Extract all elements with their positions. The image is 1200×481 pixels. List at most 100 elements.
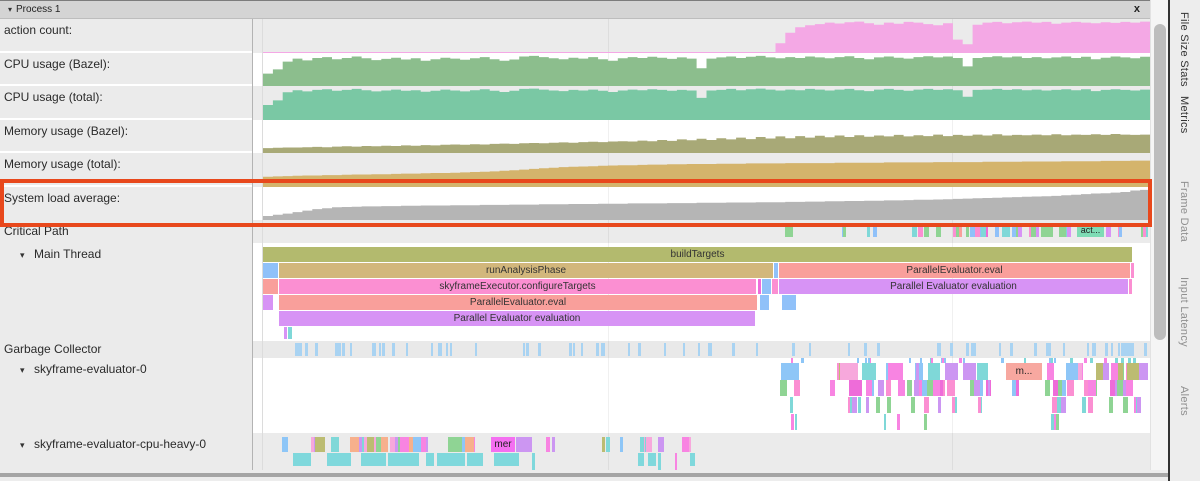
- gc-slice[interactable]: [431, 343, 433, 356]
- cpu-heavy-slice[interactable]: [327, 453, 340, 466]
- gc-slice[interactable]: [1034, 343, 1037, 356]
- gc-slice[interactable]: [937, 343, 940, 356]
- evaluator0-slice[interactable]: [1111, 363, 1120, 380]
- evaluator0-slice[interactable]: [907, 380, 912, 396]
- evaluator0-slice[interactable]: [947, 380, 955, 396]
- evaluator0-slice[interactable]: [849, 397, 852, 413]
- evaluator0-slice[interactable]: [1058, 380, 1065, 396]
- gc-slice[interactable]: [446, 343, 448, 356]
- gc-slice[interactable]: [372, 343, 374, 356]
- critical-path-slice[interactable]: [936, 224, 941, 237]
- gc-slice[interactable]: [971, 343, 974, 356]
- trace-slice[interactable]: [774, 263, 778, 278]
- cpu-heavy-slice[interactable]: [361, 453, 373, 466]
- trace-slice[interactable]: ParallelEvaluator.eval: [279, 295, 757, 310]
- cpu-heavy-slice[interactable]: [690, 453, 695, 466]
- critical-path-slice[interactable]: [1002, 224, 1010, 237]
- evaluator0-top-slice[interactable]: [865, 358, 867, 363]
- critical-path-slice[interactable]: [1119, 224, 1122, 237]
- gc-slice[interactable]: [439, 343, 442, 356]
- critical-path-slice[interactable]: [1145, 224, 1148, 237]
- evaluator0-slice[interactable]: [1051, 414, 1054, 430]
- evaluator0-slice[interactable]: [1016, 380, 1019, 396]
- evaluator0-slice[interactable]: [791, 414, 794, 430]
- cpu-heavy-slice[interactable]: [395, 437, 398, 452]
- cpu-heavy-slice[interactable]: [448, 437, 456, 452]
- gc-slice[interactable]: [809, 343, 811, 356]
- critical-path-slice[interactable]: [1059, 224, 1066, 237]
- critical-path-slice[interactable]: [843, 224, 846, 237]
- evaluator0-slice[interactable]: [955, 397, 957, 413]
- close-icon[interactable]: x: [1133, 3, 1140, 15]
- evaluator0-top-slice[interactable]: [931, 358, 933, 363]
- evaluator0-slice[interactable]: [1012, 380, 1018, 396]
- critical-path-slice[interactable]: [1045, 224, 1051, 237]
- cpu-heavy-slice[interactable]: [602, 437, 605, 452]
- gc-slice[interactable]: [664, 343, 666, 356]
- cpu-heavy-slice[interactable]: [495, 453, 505, 466]
- gc-slice[interactable]: [708, 343, 710, 356]
- gc-slice[interactable]: [350, 343, 352, 356]
- trace-slice[interactable]: skyframeExecutor.configureTargets: [279, 279, 756, 294]
- gc-slice[interactable]: [1094, 343, 1096, 356]
- evaluator0-slice[interactable]: [1061, 397, 1066, 413]
- evaluator0-top-slice[interactable]: [1084, 358, 1087, 363]
- counter-chart-1[interactable]: [263, 53, 1150, 86]
- trace-slice[interactable]: [658, 453, 661, 470]
- chip-m[interactable]: m...: [1006, 363, 1042, 380]
- evaluator0-slice[interactable]: [1066, 363, 1080, 380]
- track-label-skyframe-evaluator-cpu-heavy-0[interactable]: ▾ skyframe-evaluator-cpu-heavy-0: [20, 437, 207, 451]
- cpu-heavy-slice[interactable]: [359, 437, 364, 452]
- evaluator0-slice[interactable]: [887, 397, 891, 413]
- cpu-heavy-slice[interactable]: [417, 437, 426, 452]
- gc-slice[interactable]: [1144, 343, 1147, 356]
- trace-slice[interactable]: ParallelEvaluator.eval: [779, 263, 1130, 278]
- cpu-heavy-slice[interactable]: [620, 437, 623, 452]
- evaluator0-slice[interactable]: [1045, 380, 1050, 396]
- evaluator0-slice[interactable]: [849, 380, 857, 396]
- evaluator0-slice[interactable]: [914, 380, 919, 396]
- evaluator0-slice[interactable]: [978, 397, 981, 413]
- evaluator0-slice[interactable]: [876, 397, 880, 413]
- trace-slice[interactable]: [772, 279, 778, 294]
- expander-icon[interactable]: ▾: [20, 365, 25, 375]
- critical-path-slice[interactable]: [1016, 224, 1022, 237]
- evaluator0-top-slice[interactable]: [942, 358, 944, 363]
- tab-metrics[interactable]: Metrics: [1178, 96, 1190, 134]
- gc-slice[interactable]: [864, 343, 867, 356]
- evaluator0-slice[interactable]: [928, 380, 936, 396]
- cpu-heavy-slice[interactable]: [426, 453, 434, 466]
- evaluator0-slice[interactable]: [782, 380, 786, 396]
- evaluator0-top-slice[interactable]: [1128, 358, 1131, 363]
- trace-slice[interactable]: Parallel Evaluator evaluation: [279, 311, 755, 326]
- cpu-heavy-slice[interactable]: [652, 453, 656, 466]
- gc-slice[interactable]: [373, 343, 376, 356]
- chip-act[interactable]: act...: [1077, 224, 1104, 237]
- evaluator0-top-slice[interactable]: [791, 358, 793, 363]
- evaluator0-top-slice[interactable]: [1104, 358, 1107, 363]
- cpu-heavy-slice[interactable]: [516, 437, 532, 452]
- trace-slice[interactable]: [675, 453, 677, 470]
- gc-slice[interactable]: [392, 343, 395, 356]
- gc-slice[interactable]: [1048, 343, 1051, 356]
- evaluator0-slice[interactable]: [866, 380, 872, 396]
- chip-mer[interactable]: mer: [491, 437, 515, 452]
- trace-slice[interactable]: [1131, 263, 1134, 278]
- counter-chart-3[interactable]: [263, 120, 1150, 153]
- expander-icon[interactable]: ▾: [20, 250, 25, 260]
- track-label-main-thread[interactable]: ▾ Main Thread: [20, 247, 102, 261]
- evaluator0-slice[interactable]: [888, 363, 896, 380]
- expander-icon[interactable]: ▾: [20, 440, 25, 450]
- evaluator0-slice[interactable]: [1136, 363, 1148, 380]
- evaluator0-top-slice[interactable]: [1049, 358, 1051, 363]
- critical-path-slice[interactable]: [1012, 224, 1016, 237]
- gc-slice[interactable]: [792, 343, 795, 356]
- trace-slice[interactable]: [782, 295, 796, 310]
- evaluator0-slice[interactable]: [848, 397, 850, 413]
- vertical-scrollbar[interactable]: [1150, 0, 1168, 470]
- evaluator0-slice[interactable]: [1052, 414, 1056, 430]
- evaluator0-slice[interactable]: [1118, 363, 1123, 380]
- critical-path-slice[interactable]: [953, 224, 956, 237]
- cpu-heavy-slice[interactable]: [362, 437, 371, 452]
- evaluator0-slice[interactable]: [922, 380, 927, 396]
